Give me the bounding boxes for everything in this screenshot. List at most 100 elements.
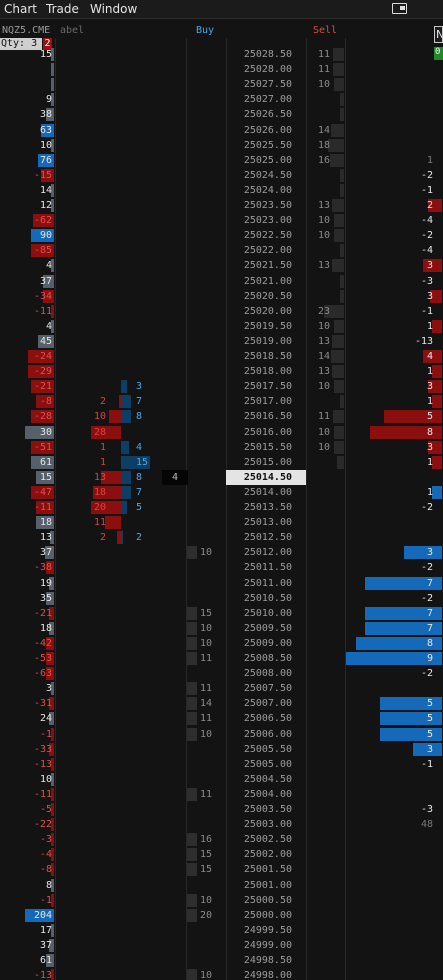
bid-size[interactable]: 10: [200, 728, 213, 740]
price-level[interactable]: 25003.50: [243, 804, 292, 815]
ask-size[interactable]: 11: [318, 64, 331, 76]
ask-size[interactable]: 10: [318, 320, 331, 332]
ladder-row[interactable]: -85 25022.00 -4: [0, 243, 443, 258]
ladder-row[interactable]: -51 1 4 25015.50 10 3: [0, 440, 443, 455]
menu-trade[interactable]: Trade: [46, 2, 79, 16]
price-level[interactable]: 25021.00: [243, 275, 292, 287]
ladder-row[interactable]: -8 15 25001.50: [0, 862, 443, 877]
ladder-row[interactable]: 45 25019.00 13 -13: [0, 334, 443, 349]
price-level[interactable]: 25008.50: [243, 653, 292, 664]
ladder-row[interactable]: 76 25025.00 16 1: [0, 153, 443, 168]
ladder-row[interactable]: -1 10 25000.50: [0, 893, 443, 908]
price-level[interactable]: 24998.50: [243, 955, 292, 966]
price-level[interactable]: 25001.50: [243, 864, 292, 876]
ladder-row[interactable]: -5 25003.50 -3: [0, 802, 443, 817]
price-level[interactable]: 25025.50: [243, 139, 292, 151]
ask-size[interactable]: 10: [318, 215, 331, 227]
price-level[interactable]: 24998.00: [243, 970, 292, 980]
ladder-row[interactable]: -3 16 25002.50: [0, 832, 443, 847]
ladder-row[interactable]: -34 25020.50 3: [0, 289, 443, 304]
ladder-row[interactable]: 13 2 2 25012.50: [0, 530, 443, 545]
price-level[interactable]: 25011.00: [243, 577, 292, 589]
ladder-row[interactable]: 10 25004.50: [0, 772, 443, 787]
price-level[interactable]: 25005.50: [243, 743, 292, 755]
ask-size[interactable]: 10: [318, 441, 331, 453]
ladder-row[interactable]: 30 28 25016.00 10 8: [0, 425, 443, 440]
price-level[interactable]: 25018.50: [243, 351, 292, 362]
ladder-row[interactable]: -21 15 25010.00 7: [0, 606, 443, 621]
symbol-label[interactable]: NQZ5.CME: [2, 25, 51, 36]
ask-size[interactable]: 10: [318, 79, 331, 91]
price-level[interactable]: 24999.00: [243, 939, 292, 951]
ask-size[interactable]: 10: [318, 381, 331, 393]
ask-size[interactable]: 13: [318, 366, 331, 378]
ladder-row[interactable]: -24 25018.50 14 4: [0, 349, 443, 364]
bid-size[interactable]: 15: [200, 849, 213, 861]
price-level[interactable]: 25024.00: [243, 184, 292, 196]
ladder-row[interactable]: -53 11 25008.50 9: [0, 651, 443, 666]
price-level[interactable]: 25025.00: [243, 154, 292, 166]
price-level[interactable]: 25019.50: [243, 320, 292, 332]
price-level[interactable]: 25003.00: [243, 819, 292, 831]
price-level[interactable]: 25006.50: [243, 713, 292, 725]
ladder-row[interactable]: -4 15 25002.00: [0, 847, 443, 862]
price-level[interactable]: 25024.50: [243, 169, 292, 181]
price-level[interactable]: 25000.50: [243, 894, 292, 906]
ladder-row[interactable]: 204 20 25000.00: [0, 908, 443, 923]
ask-size[interactable]: 18: [318, 139, 331, 151]
ladder-row[interactable]: -1 10 25006.00 5: [0, 727, 443, 742]
price-level[interactable]: 25010.50: [243, 592, 292, 604]
ladder-row[interactable]: 37 10 25012.00 3: [0, 545, 443, 560]
price-level[interactable]: 25012.50: [243, 532, 292, 544]
quantity-box[interactable]: Qty: 3 2: [0, 38, 53, 50]
price-level[interactable]: 25009.50: [243, 622, 292, 634]
ladder-row[interactable]: -13 25005.00 -1: [0, 757, 443, 772]
ladder-row[interactable]: 25028.00 11: [0, 62, 443, 77]
price-level[interactable]: 25017.00: [243, 396, 292, 408]
ladder-row[interactable]: 15 13 8 25014.50 4: [0, 469, 443, 485]
ask-size[interactable]: 16: [318, 154, 331, 166]
price-level[interactable]: 25014.00: [243, 486, 292, 498]
ladder-row[interactable]: -29 25018.00 13 1: [0, 364, 443, 379]
price-level[interactable]: 25005.00: [243, 758, 292, 770]
price-level[interactable]: 25020.00: [243, 305, 292, 317]
price-level[interactable]: 25004.00: [243, 788, 292, 800]
ladder-row[interactable]: -31 14 25007.00 5: [0, 696, 443, 711]
price-level[interactable]: 25015.50: [243, 441, 292, 453]
ladder-row[interactable]: -21 3 25017.50 10 3: [0, 379, 443, 394]
ask-size[interactable]: 13: [318, 260, 331, 272]
bid-size[interactable]: 15: [200, 607, 213, 619]
price-level[interactable]: 25004.50: [243, 773, 292, 785]
price-level[interactable]: 25006.00: [243, 728, 292, 740]
ladder-row[interactable]: -11 11 25004.00: [0, 787, 443, 802]
ladder-row[interactable]: 19 25011.00 7: [0, 576, 443, 591]
current-price[interactable]: 25014.50: [226, 469, 306, 485]
ladder-row[interactable]: -11 25020.00 23 -1: [0, 304, 443, 319]
right-panel-box[interactable]: N: [434, 26, 443, 43]
price-level[interactable]: 25028.50: [243, 49, 292, 60]
price-level[interactable]: 25002.50: [243, 834, 292, 846]
bid-size[interactable]: 11: [200, 683, 213, 695]
price-level[interactable]: 25027.00: [243, 94, 292, 106]
bid-size[interactable]: 11: [200, 653, 213, 664]
ladder-row[interactable]: 35 25010.50 -2: [0, 591, 443, 606]
ladder-row[interactable]: -28 10 8 25016.50 11 5: [0, 409, 443, 424]
ladder-row[interactable]: -47 18 7 25014.00 1: [0, 485, 443, 500]
ladder-row[interactable]: 17 24999.50: [0, 923, 443, 938]
price-level[interactable]: 25007.00: [243, 698, 292, 710]
ladder-row[interactable]: 90 25022.50 10 -2: [0, 228, 443, 243]
price-level[interactable]: 25012.00: [243, 547, 292, 559]
ladder-row[interactable]: 18 11 25013.00: [0, 515, 443, 530]
bid-size[interactable]: 11: [200, 713, 213, 725]
price-level[interactable]: 25023.00: [243, 215, 292, 227]
quantity-label[interactable]: Qty: 3: [0, 38, 42, 50]
ladder-row[interactable]: 63 25026.00 14: [0, 123, 443, 138]
ladder-row[interactable]: 3 11 25007.50: [0, 681, 443, 696]
price-level[interactable]: 25016.50: [243, 411, 292, 423]
bid-size[interactable]: 16: [200, 834, 213, 846]
price-level[interactable]: 25008.00: [243, 668, 292, 680]
ladder-row[interactable]: -15 25024.50 -2: [0, 168, 443, 183]
ladder-row[interactable]: -13 10 24998.00: [0, 968, 443, 980]
ladder-row[interactable]: -33 25005.50 3: [0, 742, 443, 757]
ladder-row[interactable]: -38 25011.50 -2: [0, 560, 443, 575]
